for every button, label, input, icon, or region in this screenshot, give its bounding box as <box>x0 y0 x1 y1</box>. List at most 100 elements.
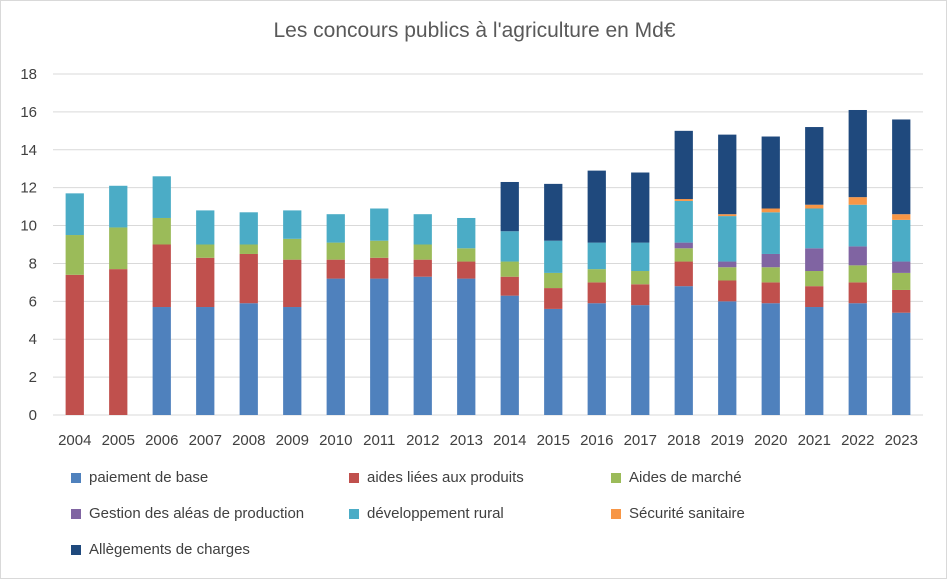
bar-segment <box>761 253 780 268</box>
bar-segment <box>761 303 780 415</box>
bar-segment <box>718 214 737 217</box>
bar-segment <box>544 308 563 415</box>
y-tick-label: 12 <box>20 180 37 197</box>
bar-segment <box>718 267 737 281</box>
x-tick-label: 2009 <box>276 432 309 449</box>
bar-segment <box>65 235 84 275</box>
x-tick-label: 2022 <box>841 432 874 449</box>
y-tick-label: 0 <box>29 407 37 424</box>
bar-segment <box>65 193 84 236</box>
bar-segment <box>370 257 389 279</box>
bar-segment <box>761 208 780 213</box>
x-tick-label: 2004 <box>58 432 91 449</box>
bar-segment <box>457 278 476 415</box>
bar-segment <box>674 130 693 200</box>
bar-segment <box>587 303 606 415</box>
bar-segment <box>239 253 258 304</box>
x-tick-label: 2013 <box>450 432 483 449</box>
x-tick-label: 2006 <box>145 432 178 449</box>
bar-segment <box>196 210 215 245</box>
bar-segment <box>109 269 128 415</box>
x-tick-label: 2021 <box>798 432 831 449</box>
bar-segment <box>196 244 215 258</box>
bar-segment <box>500 261 519 277</box>
bar-segment <box>413 259 432 277</box>
bar-segment <box>761 136 780 209</box>
bar-segment <box>326 278 345 415</box>
legend-swatch <box>71 472 81 483</box>
bar-segment <box>718 280 737 302</box>
legend-swatch <box>71 508 81 519</box>
legend-label: aides liées aux produits <box>367 469 524 486</box>
bar-segment <box>152 217 171 245</box>
bar-segment <box>631 172 650 243</box>
bar-segment <box>805 127 824 205</box>
x-tick-label: 2012 <box>406 432 439 449</box>
bar-segment <box>370 208 389 241</box>
bar-segment <box>761 212 780 254</box>
chart-title: Les concours publics à l'agriculture en … <box>273 19 676 42</box>
bar-segment <box>805 286 824 308</box>
bar-segment <box>587 242 606 270</box>
legend-swatch <box>611 508 621 519</box>
bar-segment <box>805 208 824 249</box>
bar-segment <box>674 242 693 249</box>
bar-segment <box>413 244 432 260</box>
x-tick-label: 2008 <box>232 432 265 449</box>
bar-segment <box>805 248 824 272</box>
legend-label: paiement de base <box>89 469 209 486</box>
legend-label: Aides de marché <box>629 469 742 486</box>
bar-segment <box>239 303 258 415</box>
bar-segment <box>674 248 693 262</box>
bar-segment <box>196 307 215 415</box>
bar-segment <box>848 303 867 415</box>
bar-segment <box>544 288 563 309</box>
bar-segment <box>370 240 389 258</box>
bar-segment <box>370 278 389 415</box>
bar-segment <box>239 212 258 245</box>
bar-segment <box>587 282 606 304</box>
bar-segment <box>761 282 780 304</box>
bar-segment <box>674 200 693 243</box>
bar-segment <box>848 265 867 283</box>
bar-segment <box>761 267 780 283</box>
bar-segment <box>326 242 345 260</box>
x-tick-label: 2011 <box>363 432 395 449</box>
legend-item: paiement de base <box>71 469 208 486</box>
x-tick-label: 2023 <box>885 432 918 449</box>
bar-segment <box>587 170 606 243</box>
legend-swatch <box>349 472 359 483</box>
legend-item: Allègements de charges <box>71 541 250 558</box>
bar-segment <box>65 274 84 415</box>
bar-segment <box>109 227 128 270</box>
legend-label: Gestion des aléas de production <box>89 505 305 522</box>
x-tick-label: 2016 <box>580 432 613 449</box>
bar-segment <box>805 271 824 287</box>
x-tick-label: 2020 <box>754 432 787 449</box>
legend-item: développement rural <box>349 505 504 522</box>
bar-segment <box>500 231 519 262</box>
bar-segment <box>544 183 563 241</box>
bar-segment <box>152 176 171 218</box>
bar-segment <box>283 307 302 415</box>
bar-segment <box>326 259 345 279</box>
bar-segment <box>413 276 432 415</box>
bar-segment <box>196 257 215 308</box>
bar-segment <box>848 246 867 266</box>
bar-segment <box>848 282 867 304</box>
bar-segment <box>283 238 302 260</box>
legend-swatch <box>71 544 81 555</box>
legend-swatch <box>611 472 621 483</box>
y-tick-label: 10 <box>20 218 37 235</box>
bar-segment <box>631 305 650 415</box>
legend-label: Sécurité sanitaire <box>629 505 745 522</box>
bar-segment <box>892 261 911 273</box>
bar-segment <box>892 119 911 215</box>
bar-segment <box>848 204 867 247</box>
bar-segment <box>718 261 737 268</box>
x-tick-label: 2017 <box>624 432 657 449</box>
legend-swatch <box>349 508 359 519</box>
legend-item: aides liées aux produits <box>349 469 524 486</box>
x-tick-label: 2010 <box>319 432 352 449</box>
bar-segment <box>152 307 171 415</box>
